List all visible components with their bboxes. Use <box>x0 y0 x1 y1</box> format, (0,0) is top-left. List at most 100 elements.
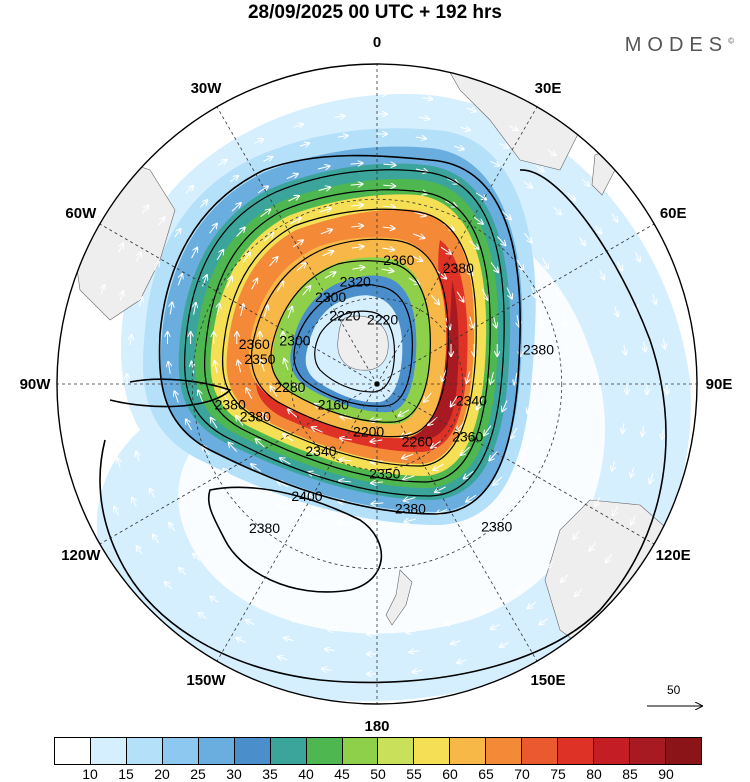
height-contours <box>99 154 667 684</box>
contour-2380-east <box>99 169 667 684</box>
wind-arrow <box>382 206 395 207</box>
wind-arrow <box>150 489 155 498</box>
wind-arrow <box>255 602 264 608</box>
contour-label-text: 2350 <box>244 351 275 367</box>
wind-arrow <box>322 251 334 257</box>
wind-arrow <box>242 253 250 263</box>
contour-label: 2260 <box>402 433 433 449</box>
contour-label-text: 2300 <box>315 289 346 305</box>
wind-arrow <box>174 229 181 238</box>
wind-arrow <box>499 142 509 148</box>
latitude-circle-1 <box>191 198 563 570</box>
wind-arrow <box>229 443 238 452</box>
wind-arrow <box>464 470 474 478</box>
meridian-line <box>376 106 538 385</box>
wind-arrow <box>269 257 278 267</box>
contour-label: 2220 <box>329 307 360 323</box>
contour-label-text: 2160 <box>318 396 349 412</box>
wind-arrow <box>263 157 273 162</box>
wind-arrow <box>246 620 255 626</box>
contour-2200 <box>293 283 413 407</box>
wind-arrow <box>454 146 464 149</box>
south-pole-marker <box>374 381 380 387</box>
colorbar-swatch <box>378 738 415 764</box>
wind-arrow <box>547 560 555 568</box>
wind-arrow <box>422 98 432 100</box>
wind-arrow <box>511 427 518 438</box>
wind-arrow <box>352 267 364 269</box>
contour-2160 <box>314 310 396 393</box>
graticule <box>57 64 697 704</box>
wind-arrow <box>433 463 444 470</box>
contour-label: 2380 <box>523 342 554 358</box>
wind-arrow <box>650 473 653 484</box>
wind-arrow <box>276 504 288 510</box>
wind-arrow <box>451 396 458 406</box>
wind-arrow <box>527 401 532 413</box>
longitude-label: 150W <box>186 672 226 689</box>
wind-arrow <box>489 451 498 461</box>
contour-label-text: 2340 <box>456 393 487 409</box>
colorbar-swatch <box>594 738 630 764</box>
contour-label-text: 2360 <box>452 428 483 444</box>
contour-label-text: 2380 <box>249 520 280 536</box>
wind-arrow <box>406 631 417 633</box>
contour-label: 2160 <box>318 396 349 412</box>
wind-arrow <box>351 246 364 248</box>
colorbar-swatch <box>234 738 271 764</box>
wind-arrow <box>191 362 193 374</box>
contour-2340 <box>184 169 505 497</box>
wind-arrow <box>296 263 306 272</box>
contour-2220 <box>270 260 431 423</box>
contour-label: 2360 <box>452 428 483 444</box>
wind-arrow <box>198 613 207 620</box>
wind-arrow <box>456 421 465 431</box>
wind-arrow <box>339 523 351 524</box>
wind-arrow <box>241 304 244 316</box>
wind-arrow <box>236 638 246 643</box>
contour-label: 2380 <box>215 397 246 413</box>
wind-arrow <box>306 516 319 519</box>
contour-label-text: 2400 <box>291 488 322 504</box>
longitude-label: 150E <box>530 672 565 689</box>
longitude-label: 30W <box>191 80 223 97</box>
contour-label-text: 2380 <box>395 501 426 517</box>
wind-arrow <box>191 248 198 259</box>
wind-arrow <box>114 507 120 516</box>
colorbar-swatch <box>198 738 235 764</box>
wind-arrow <box>531 286 535 297</box>
wind-arrow <box>440 246 451 254</box>
colorbar-swatch <box>450 738 487 764</box>
wind-arrow <box>136 452 139 462</box>
wind-arrow <box>611 213 618 222</box>
wind-arrow <box>137 546 143 555</box>
wind-arrow <box>490 262 498 272</box>
wind-arrow <box>302 286 311 296</box>
colorbar-tick-label: 70 <box>514 766 530 782</box>
contour-label: 2360 <box>383 252 414 268</box>
colorbar-swatch <box>126 738 163 764</box>
colorbar-swatch <box>558 738 595 764</box>
wind-arrow <box>404 498 416 501</box>
wind-arrow <box>109 416 111 427</box>
wind-arrow <box>613 506 619 516</box>
colorbar-tick-label: 20 <box>154 766 170 782</box>
wind-arrow <box>552 402 556 414</box>
colorbar-swatch <box>522 738 559 764</box>
wind-arrow <box>350 205 363 206</box>
wind-arrow <box>524 232 531 242</box>
contour-label: 2300 <box>315 289 346 305</box>
wind-arrow <box>403 476 415 480</box>
wind-arrow <box>445 622 455 625</box>
wind-arrow <box>318 187 331 190</box>
wind-arrow <box>631 467 634 477</box>
wind-arrow <box>286 174 298 180</box>
wind-arrow <box>493 476 503 485</box>
wind-arrow <box>288 196 299 202</box>
colorbar-tick-label: 75 <box>550 766 566 782</box>
wind-arrow <box>490 160 499 166</box>
meridian-line <box>216 106 378 385</box>
wind-arrow <box>278 657 288 660</box>
wind-arrow <box>276 282 283 292</box>
